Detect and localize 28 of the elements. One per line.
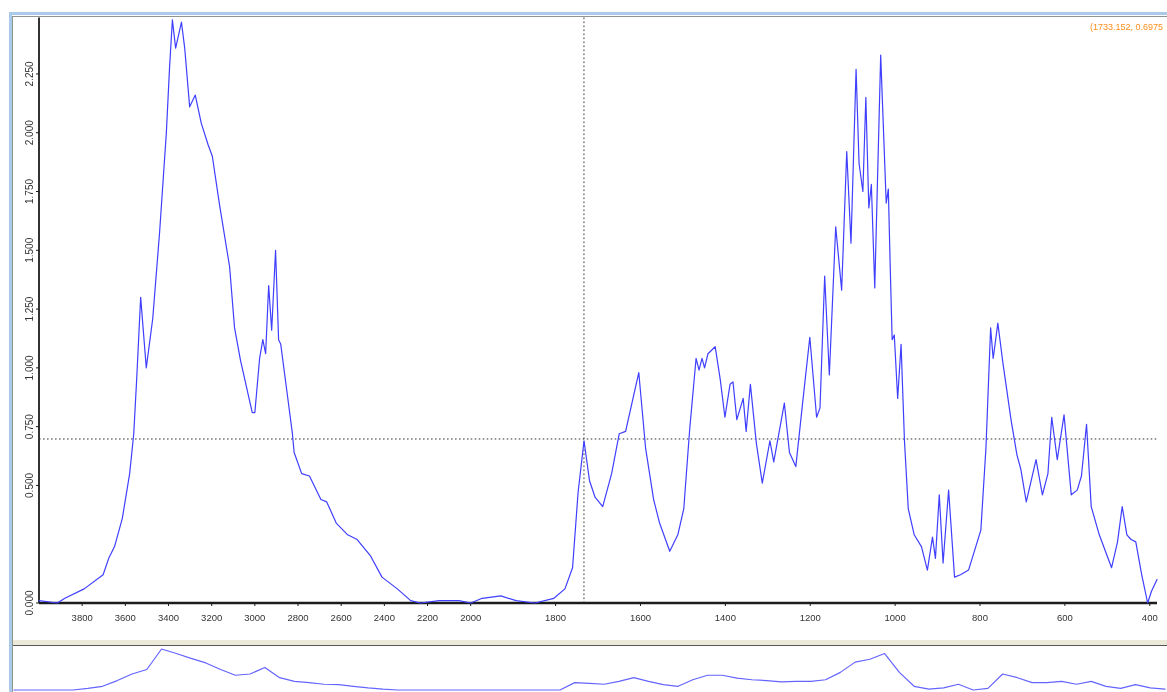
x-tick-label: 1600 — [629, 612, 652, 623]
x-tick-label: 3800 — [71, 612, 93, 623]
y-tick-label: 1.750 — [23, 178, 35, 205]
x-tick-label: 1400 — [714, 612, 736, 623]
x-tick-label: 800 — [972, 612, 988, 623]
x-tick-label: 2000 — [460, 612, 482, 623]
y-tick-label: 0.000 — [23, 590, 35, 616]
y-tick-label: 2.000 — [23, 119, 35, 146]
x-tick-label: 3000 — [244, 612, 266, 623]
x-tick-label: 400 — [1141, 612, 1158, 623]
x-tick-label: 2400 — [373, 612, 395, 623]
x-tick-label: 600 — [1056, 612, 1073, 623]
y-tick-label: 1.500 — [23, 237, 35, 263]
y-tick-label: 0.750 — [23, 413, 35, 440]
y-tick-label: 1.250 — [23, 296, 35, 322]
x-tick-label: 2600 — [330, 612, 352, 623]
y-tick-label: 2.250 — [23, 60, 35, 87]
x-tick-label: 3400 — [157, 612, 180, 623]
y-tick-label: 0.500 — [23, 472, 35, 498]
x-tick-label: 1800 — [545, 612, 567, 623]
x-tick-label: 1000 — [884, 612, 906, 623]
x-tick-label: 1200 — [799, 612, 821, 623]
x-tick-label: 3200 — [201, 612, 223, 623]
y-tick-label: 1.000 — [23, 354, 35, 381]
x-tick-label: 3600 — [114, 612, 136, 623]
annotation: (1733.152, 0.6975 — [1089, 21, 1163, 32]
x-tick-label: 2200 — [416, 612, 439, 623]
x-tick-label: 2800 — [287, 612, 309, 623]
